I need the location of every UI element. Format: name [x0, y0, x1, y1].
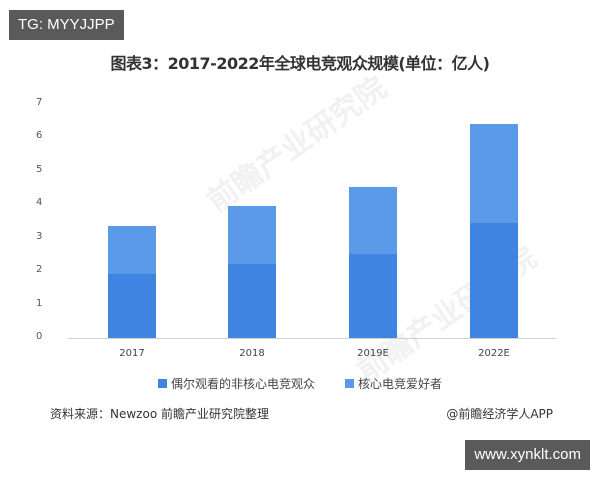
bar-2017: [108, 226, 156, 338]
bar-segment-core: [228, 205, 276, 264]
x-tick-label: 2022E: [478, 348, 510, 359]
bar-segment-core: [470, 124, 518, 223]
x-tick-label: 2018: [239, 348, 265, 359]
y-tick-label: 2: [36, 264, 43, 276]
bar-segment-core: [108, 226, 156, 274]
y-tick-label: 0: [36, 331, 43, 342]
x-tick-label: 2017: [119, 348, 145, 359]
chart-title: 图表3：2017-2022年全球电竞观众规模(单位：亿人): [110, 54, 490, 73]
legend-item-casual: 偶尔观看的非核心电竞观众: [157, 375, 315, 392]
bar-segment-core: [349, 186, 397, 255]
x-axis-line: [68, 338, 556, 339]
y-tick-label: 5: [36, 163, 43, 175]
watermark-tag-top-left: TG: MYYJJPP: [9, 10, 124, 40]
bar-segment-casual: [349, 254, 397, 338]
legend: 偶尔观看的非核心电竞观众 核心电竞爱好者: [0, 375, 600, 392]
legend-swatch-core: [345, 379, 354, 388]
bar-2019E: [349, 186, 397, 338]
bar-segment-casual: [470, 223, 518, 338]
legend-swatch-casual: [157, 379, 167, 388]
y-tick-label: 4: [36, 197, 43, 209]
y-tick-label: 1: [36, 297, 43, 309]
y-tick-label: 3: [36, 230, 43, 242]
x-tick-label: 2019E: [357, 348, 389, 359]
bar-2022E: [470, 124, 518, 338]
legend-label-casual: 偶尔观看的非核心电竞观众: [170, 377, 315, 391]
bar-segment-casual: [108, 273, 156, 338]
source-note: 资料来源：Newzoo 前瞻产业研究院整理: [50, 407, 269, 421]
credit-note: @前瞻经济学人APP: [446, 407, 553, 421]
watermark-tag-bottom-right: www.xynklt.com: [465, 440, 590, 470]
legend-item-core: 核心电竞爱好者: [345, 375, 442, 392]
y-tick-label: 7: [36, 97, 43, 108]
legend-label-core: 核心电竞爱好者: [358, 377, 443, 391]
bar-segment-casual: [228, 263, 276, 338]
y-tick-label: 6: [36, 130, 43, 142]
bar-2018: [228, 205, 276, 338]
